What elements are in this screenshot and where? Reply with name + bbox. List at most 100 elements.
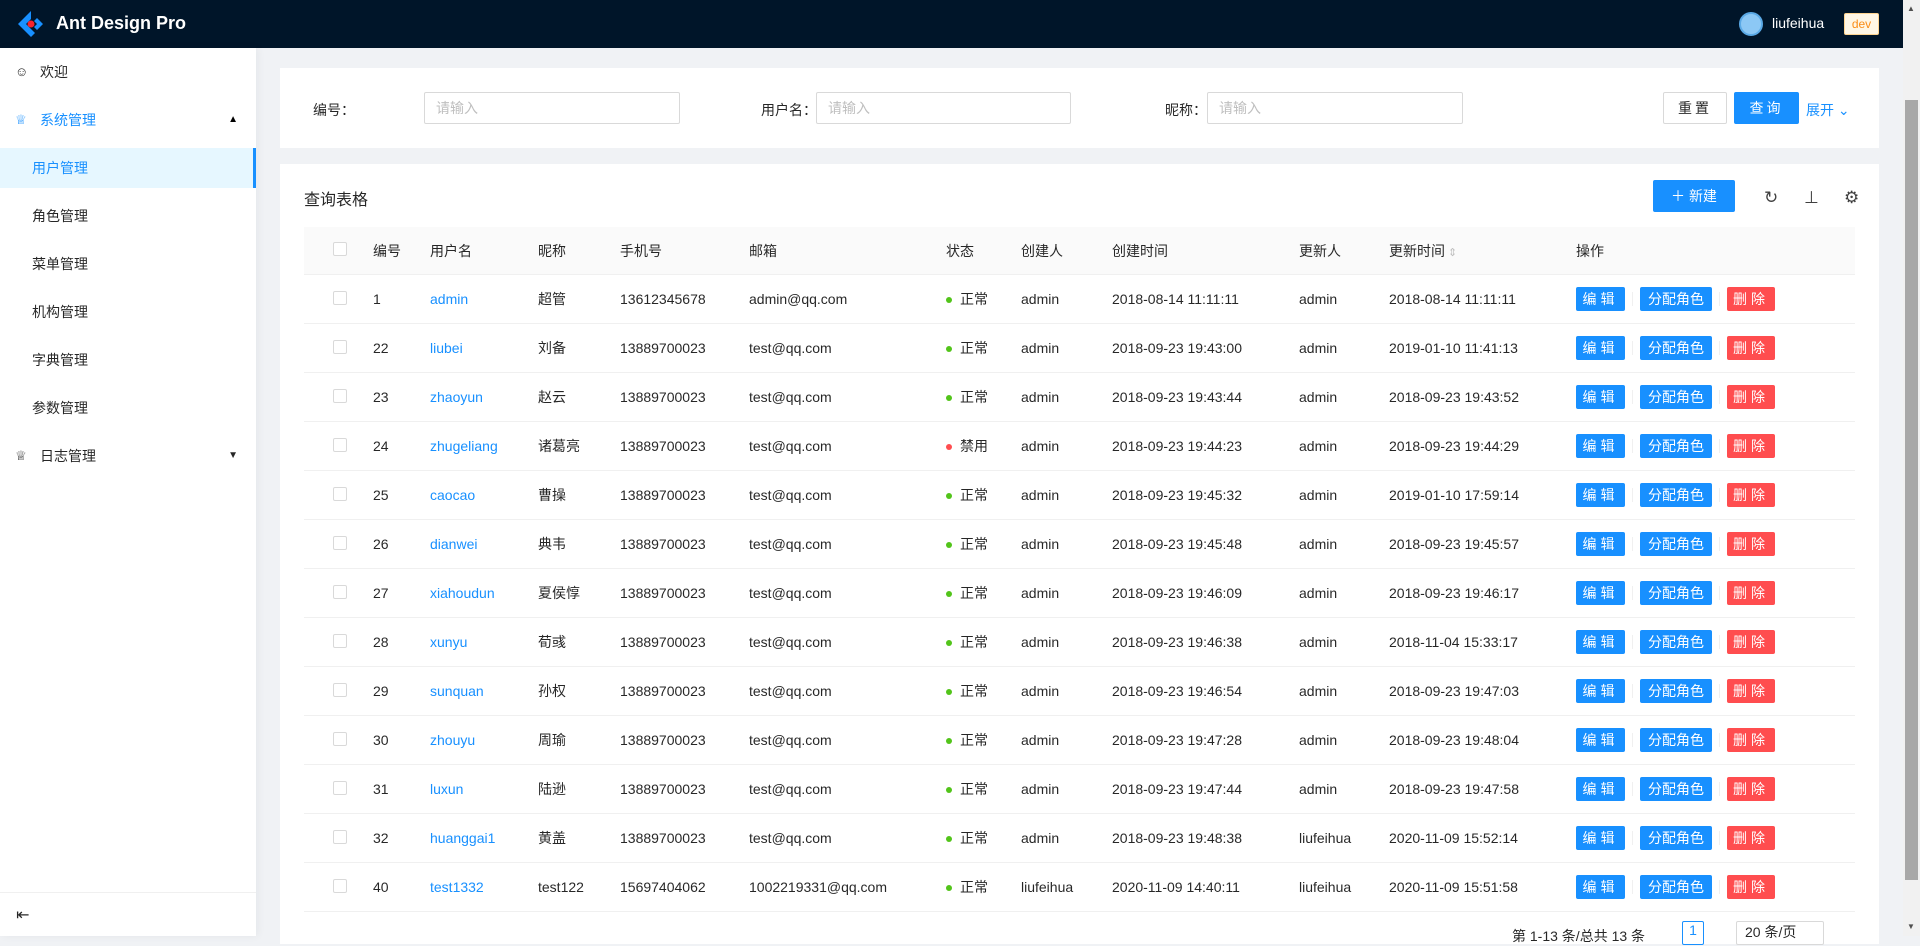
assign-role-button[interactable]: 分配角色 [1640,287,1712,311]
sidebar-item-roles[interactable]: 角色管理 [0,196,256,236]
edit-button[interactable]: 编辑 [1576,532,1625,556]
sidebar-item-logs[interactable]: ♕ 日志管理 ▼ [0,436,256,476]
username[interactable]: liufeihua [1772,15,1825,31]
expand-link[interactable]: 展开 ⌄ [1806,102,1850,118]
delete-button[interactable]: 删除 [1727,679,1775,703]
page-size-select[interactable]: 20 条/页 [1736,921,1824,945]
username-cell[interactable]: test1332 [430,879,538,895]
edit-button[interactable]: 编辑 [1576,287,1625,311]
reload-icon[interactable]: ↻ [1764,188,1779,207]
assign-role-button[interactable]: 分配角色 [1640,826,1712,850]
username-cell[interactable]: caocao [430,487,538,503]
username-cell[interactable]: zhouyu [430,732,538,748]
sort-icon[interactable]: ⇕ [1445,246,1458,259]
created-at-cell: 2018-09-23 19:45:48 [1112,536,1299,552]
delete-button[interactable]: 删除 [1727,581,1775,605]
username-cell[interactable]: zhugeliang [430,438,538,454]
assign-role-button[interactable]: 分配角色 [1640,532,1712,556]
delete-button[interactable]: 删除 [1727,385,1775,409]
edit-button[interactable]: 编辑 [1576,434,1625,458]
avatar[interactable] [1739,12,1763,36]
query-button[interactable]: 查询 [1734,92,1799,124]
assign-role-button[interactable]: 分配角色 [1640,630,1712,654]
row-checkbox[interactable] [333,829,347,844]
delete-button[interactable]: 删除 [1727,875,1775,899]
edit-button[interactable]: 编辑 [1576,777,1625,801]
column-height-icon[interactable]: ⊥ [1804,188,1819,207]
username-cell[interactable]: huanggai1 [430,830,538,846]
scroll-up-icon[interactable]: ▲ [1907,4,1915,13]
collapse-button[interactable]: ⇤ [0,892,256,936]
row-checkbox[interactable] [333,878,347,893]
sidebar-item-system[interactable]: ♕ 系统管理 ▲ [0,100,256,140]
row-checkbox[interactable] [333,682,347,697]
sidebar-item-menus[interactable]: 菜单管理 [0,244,256,284]
edit-button[interactable]: 编辑 [1576,385,1625,409]
cell-text: zhugeliang [430,438,498,454]
assign-role-button[interactable]: 分配角色 [1640,385,1712,409]
sidebar-item-params[interactable]: 参数管理 [0,388,256,428]
username-input[interactable] [816,92,1071,124]
assign-role-button[interactable]: 分配角色 [1640,434,1712,458]
assign-role-button[interactable]: 分配角色 [1640,875,1712,899]
status-dot [946,738,952,745]
row-checkbox[interactable] [333,437,347,452]
delete-button[interactable]: 删除 [1727,728,1775,752]
delete-button[interactable]: 删除 [1727,777,1775,801]
delete-button[interactable]: 删除 [1727,336,1775,360]
scrollbar-thumb[interactable] [1905,100,1918,880]
reset-button[interactable]: 重置 [1663,92,1727,124]
assign-role-button[interactable]: 分配角色 [1640,581,1712,605]
username-cell[interactable]: liubei [430,340,538,356]
username-cell[interactable]: xunyu [430,634,538,650]
cell-text: test122 [538,879,584,895]
sidebar-item-dicts[interactable]: 字典管理 [0,340,256,380]
edit-button[interactable]: 编辑 [1576,875,1625,899]
delete-button[interactable]: 删除 [1727,287,1775,311]
select-all-checkbox[interactable] [333,242,347,256]
assign-role-button[interactable]: 分配角色 [1640,777,1712,801]
delete-button[interactable]: 删除 [1727,826,1775,850]
row-checkbox[interactable] [333,731,347,746]
username-cell[interactable]: luxun [430,781,538,797]
sidebar-item-orgs[interactable]: 机构管理 [0,292,256,332]
row-checkbox[interactable] [333,486,347,501]
delete-button[interactable]: 删除 [1727,630,1775,654]
sidebar-item-users[interactable]: 用户管理 [0,148,256,188]
nickname-input[interactable] [1207,92,1463,124]
setting-icon[interactable]: ⚙ [1844,188,1860,207]
row-checkbox[interactable] [333,780,347,795]
edit-button[interactable]: 编辑 [1576,679,1625,703]
id-input[interactable] [424,92,680,124]
sidebar-item-welcome[interactable]: ☺ 欢迎 [0,52,256,92]
edit-button[interactable]: 编辑 [1576,630,1625,654]
row-checkbox[interactable] [333,633,347,648]
edit-button[interactable]: 编辑 [1576,336,1625,360]
row-checkbox[interactable] [333,388,347,403]
divider [1632,831,1633,845]
delete-button[interactable]: 删除 [1727,483,1775,507]
assign-role-button[interactable]: 分配角色 [1640,483,1712,507]
edit-button[interactable]: 编辑 [1576,581,1625,605]
scroll-down-icon[interactable]: ▼ [1907,922,1915,931]
username-cell[interactable]: sunquan [430,683,538,699]
row-checkbox[interactable] [333,584,347,599]
edit-button[interactable]: 编辑 [1576,826,1625,850]
row-checkbox[interactable] [333,339,347,354]
username-cell[interactable]: zhaoyun [430,389,538,405]
username-cell[interactable]: dianwei [430,536,538,552]
assign-role-button[interactable]: 分配角色 [1640,336,1712,360]
new-button[interactable]: ＋ 新建 [1653,180,1735,212]
username-cell[interactable]: admin [430,291,538,307]
assign-role-button[interactable]: 分配角色 [1640,679,1712,703]
delete-button[interactable]: 删除 [1727,434,1775,458]
row-checkbox[interactable] [333,290,347,305]
edit-button[interactable]: 编辑 [1576,483,1625,507]
delete-button[interactable]: 删除 [1727,532,1775,556]
username-cell[interactable]: xiahoudun [430,585,538,601]
assign-role-button[interactable]: 分配角色 [1640,728,1712,752]
scrollbar[interactable]: ▲ ▼ [1903,0,1920,936]
row-checkbox[interactable] [333,535,347,550]
edit-button[interactable]: 编辑 [1576,728,1625,752]
page-1[interactable]: 1 [1682,921,1704,945]
